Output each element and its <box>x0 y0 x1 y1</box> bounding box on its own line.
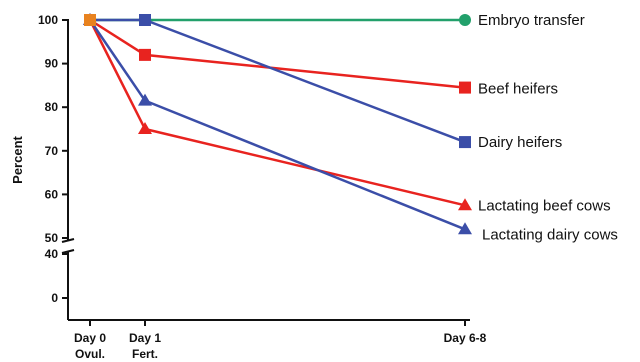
x-tick-label: Day 6-8 <box>444 331 487 345</box>
x-tick-sublabel: Fert. <box>132 347 158 361</box>
data-point <box>138 93 152 106</box>
axis-break-mark <box>61 238 75 243</box>
data-point <box>458 222 472 235</box>
y-tick-label: 50 <box>45 231 59 245</box>
data-point <box>459 81 471 94</box>
data-point <box>459 136 471 149</box>
series-markers <box>83 13 472 235</box>
data-point <box>84 14 96 26</box>
series-label: Beef heifers <box>478 81 558 98</box>
series-label: Lactating beef cows <box>478 197 611 214</box>
data-point <box>139 14 151 26</box>
data-point <box>459 14 471 26</box>
y-tick-label: 80 <box>45 100 59 114</box>
series-label: Embryo transfer <box>478 12 585 29</box>
y-tick-label: 100 <box>38 13 58 27</box>
y-tick-label: 60 <box>45 187 59 201</box>
y-tick-label: 40 <box>45 247 59 261</box>
x-tick-sublabel: Ovul. <box>75 347 105 361</box>
series-label: Dairy heifers <box>478 134 562 151</box>
series-label: Lactating dairy cows <box>482 226 618 243</box>
y-tick-label: 0 <box>51 291 58 305</box>
series-line <box>88 19 466 207</box>
x-tick-label: Day 0 <box>74 331 106 345</box>
data-point <box>139 48 151 61</box>
axes: 50 60 70 80 90 100 0 40 Day 0 Ovul. Day 1 Fert. Day … <box>38 13 487 361</box>
series-labels: Embryo transfer Beef heifers Dairy heifers… <box>478 12 618 243</box>
data-point <box>458 198 472 211</box>
y-axis-label: Percent <box>10 135 25 183</box>
y-tick-label: 90 <box>45 57 59 71</box>
y-tick-label: 70 <box>45 144 59 158</box>
data-point <box>138 122 152 134</box>
x-tick-label: Day 1 <box>129 331 161 345</box>
